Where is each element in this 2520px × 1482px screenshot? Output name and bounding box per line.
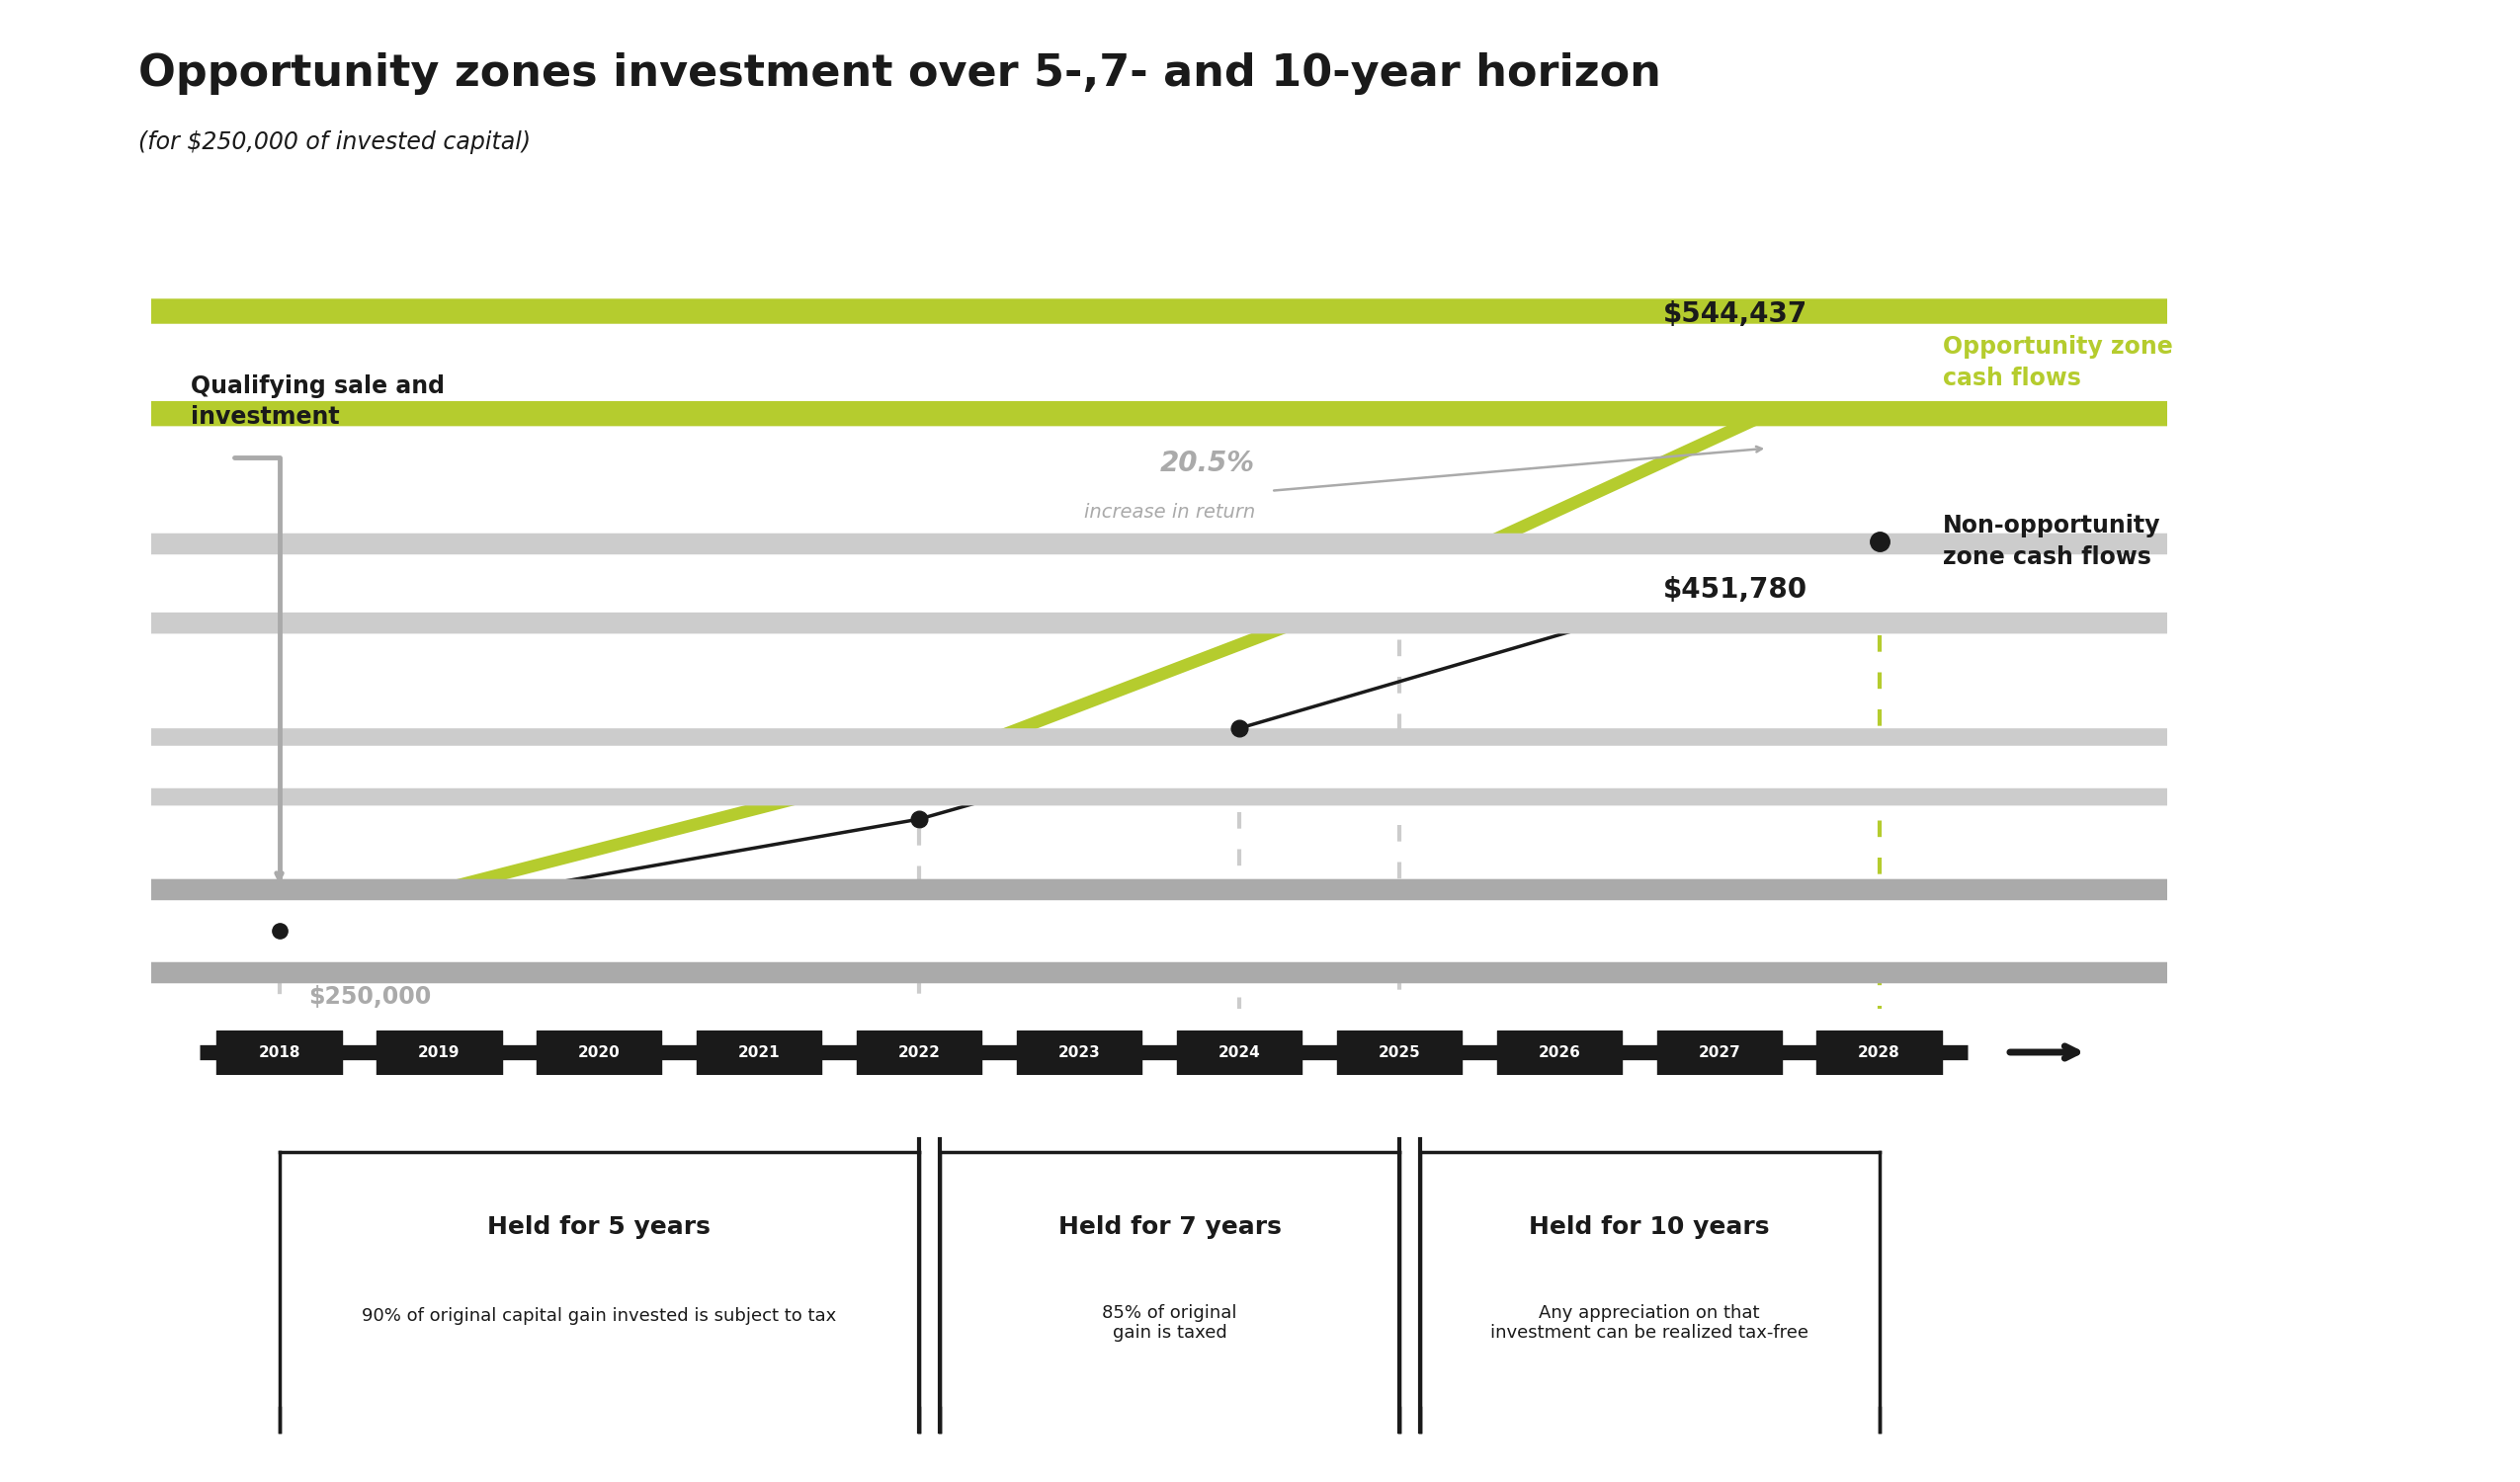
Text: 2022: 2022 [897,1045,940,1060]
Circle shape [0,554,2520,612]
Text: 2020: 2020 [577,1045,620,1060]
Text: 85% of original
gain is taxed: 85% of original gain is taxed [1101,1304,1237,1343]
Text: $451,780: $451,780 [1663,576,1807,603]
FancyBboxPatch shape [217,1030,343,1074]
FancyBboxPatch shape [378,1030,501,1074]
Text: Any appreciation on that
investment can be realized tax-free: Any appreciation on that investment can … [1489,1304,1809,1343]
FancyBboxPatch shape [1177,1030,1303,1074]
Text: Held for 10 years: Held for 10 years [1530,1215,1769,1239]
Text: 2027: 2027 [1698,1045,1741,1060]
FancyBboxPatch shape [1656,1030,1782,1074]
Text: Opportunity zone
cash flows: Opportunity zone cash flows [1943,335,2172,390]
Text: $544,437: $544,437 [1663,299,1807,328]
Text: increase in return: increase in return [1084,502,1255,522]
Text: Non-opportunity
zone cash flows: Non-opportunity zone cash flows [1943,514,2162,569]
Text: Opportunity zones investment over 5-,7- and 10-year horizon: Opportunity zones investment over 5-,7- … [139,52,1661,95]
Text: $250,000: $250,000 [307,986,431,1009]
FancyBboxPatch shape [1336,1030,1462,1074]
FancyBboxPatch shape [1016,1030,1142,1074]
Circle shape [0,879,2520,984]
Circle shape [0,745,2520,788]
Text: 2026: 2026 [1537,1045,1580,1060]
Text: 20.5%: 20.5% [1159,451,1255,477]
Text: 2028: 2028 [1857,1045,1900,1060]
Text: 2023: 2023 [1058,1045,1101,1060]
FancyBboxPatch shape [1497,1030,1620,1074]
Text: 2021: 2021 [738,1045,781,1060]
Circle shape [0,900,2520,962]
Text: Held for 7 years: Held for 7 years [1058,1215,1280,1239]
Text: Qualifying sale and
investment: Qualifying sale and investment [192,373,446,428]
Text: 2018: 2018 [257,1045,300,1060]
Text: Held for 5 years: Held for 5 years [486,1215,711,1239]
Text: 2019: 2019 [418,1045,461,1060]
Circle shape [0,323,2520,402]
Text: (for $250,000 of invested capital): (for $250,000 of invested capital) [139,130,532,154]
Circle shape [0,299,2520,427]
Text: 2024: 2024 [1217,1045,1260,1060]
Text: 2025: 2025 [1378,1045,1421,1060]
FancyBboxPatch shape [537,1030,663,1074]
FancyBboxPatch shape [857,1030,983,1074]
FancyBboxPatch shape [698,1030,822,1074]
Text: 90% of original capital gain invested is subject to tax: 90% of original capital gain invested is… [363,1307,837,1325]
FancyBboxPatch shape [1817,1030,1940,1074]
Circle shape [0,534,2520,634]
Circle shape [0,728,2520,806]
